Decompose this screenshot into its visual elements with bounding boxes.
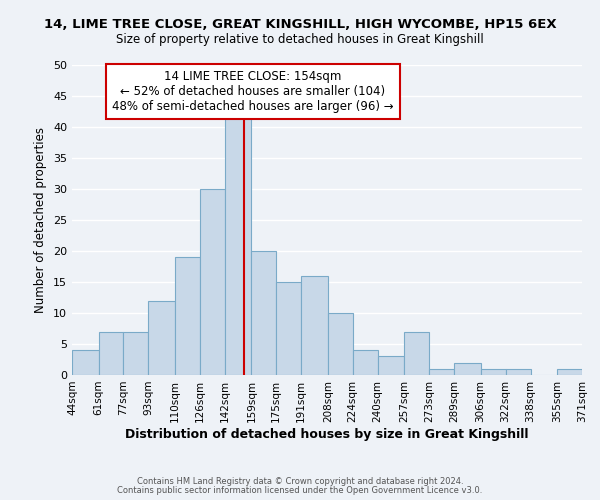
Y-axis label: Number of detached properties: Number of detached properties [34, 127, 47, 313]
Bar [200, 189, 225, 375]
Bar [328, 313, 353, 375]
Bar [301, 276, 328, 375]
Bar [377, 356, 404, 375]
Bar [148, 300, 175, 375]
Bar [175, 257, 200, 375]
Bar [251, 251, 277, 375]
Text: 14, LIME TREE CLOSE, GREAT KINGSHILL, HIGH WYCOMBE, HP15 6EX: 14, LIME TREE CLOSE, GREAT KINGSHILL, HI… [44, 18, 556, 30]
Bar [429, 369, 454, 375]
Text: Contains HM Land Registry data © Crown copyright and database right 2024.: Contains HM Land Registry data © Crown c… [137, 477, 463, 486]
Bar [557, 369, 582, 375]
Bar [72, 350, 98, 375]
Bar [124, 332, 148, 375]
Bar [454, 362, 481, 375]
Text: Size of property relative to detached houses in Great Kingshill: Size of property relative to detached ho… [116, 32, 484, 46]
X-axis label: Distribution of detached houses by size in Great Kingshill: Distribution of detached houses by size … [125, 428, 529, 440]
Bar [404, 332, 429, 375]
Bar [481, 369, 506, 375]
Bar [98, 332, 124, 375]
Text: Contains public sector information licensed under the Open Government Licence v3: Contains public sector information licen… [118, 486, 482, 495]
Bar [506, 369, 530, 375]
Bar [353, 350, 377, 375]
Bar [225, 114, 251, 375]
Bar [277, 282, 301, 375]
Text: 14 LIME TREE CLOSE: 154sqm
← 52% of detached houses are smaller (104)
48% of sem: 14 LIME TREE CLOSE: 154sqm ← 52% of deta… [112, 70, 394, 112]
